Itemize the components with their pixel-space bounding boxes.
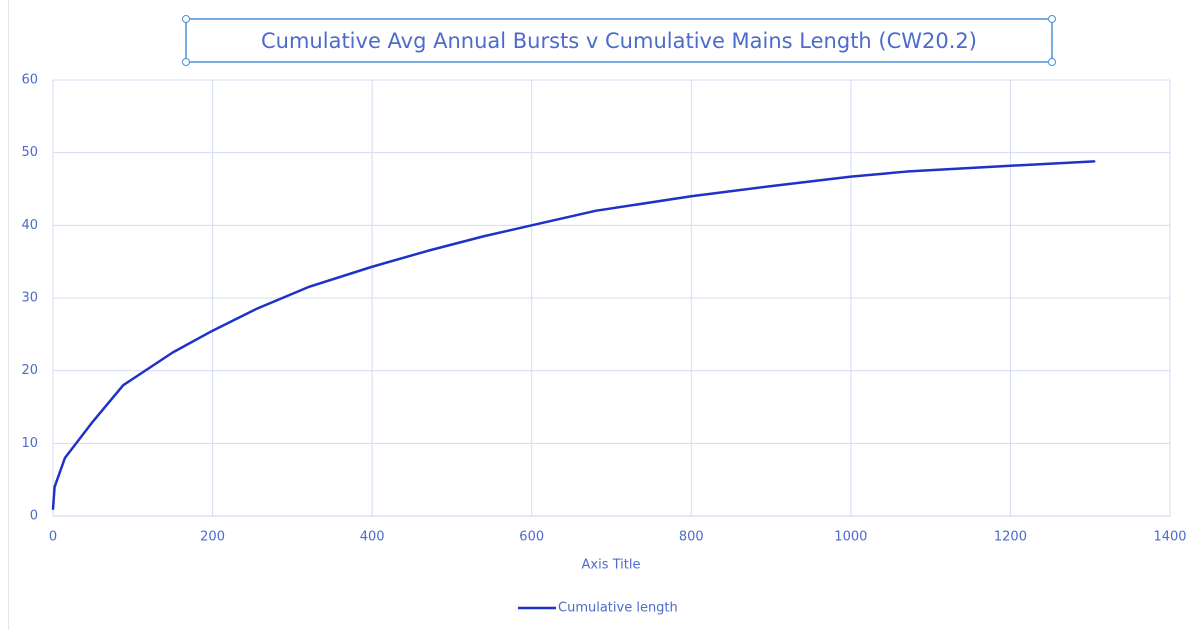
x-tick-label: 400 (360, 530, 385, 545)
y-tick-label: 30 (21, 291, 38, 306)
y-tick-label: 0 (30, 509, 38, 524)
legend-label: Cumulative length (558, 601, 678, 616)
y-tick-label: 50 (21, 145, 38, 160)
x-tick-label: 200 (200, 530, 225, 545)
handle (1048, 15, 1056, 23)
title-selection (185, 18, 1053, 63)
x-tick-label: 800 (679, 530, 704, 545)
handle (182, 15, 190, 23)
handle (182, 58, 190, 66)
handle (1048, 58, 1056, 66)
y-tick-label: 20 (21, 363, 38, 378)
x-tick-label: 1400 (1153, 530, 1186, 545)
chart-title: Cumulative Avg Annual Bursts v Cumulativ… (261, 29, 977, 53)
y-tick-label: 40 (21, 218, 38, 233)
x-axis-title: Axis Title (582, 558, 641, 573)
data-line (51, 160, 1096, 510)
y-tick-label: 60 (21, 73, 38, 88)
y-tick-label: 10 (21, 436, 38, 451)
x-tick-label: 1200 (994, 530, 1027, 545)
x-tick-label: 1000 (834, 530, 867, 545)
x-tick-label: 0 (49, 530, 57, 545)
x-tick-label: 600 (519, 530, 544, 545)
